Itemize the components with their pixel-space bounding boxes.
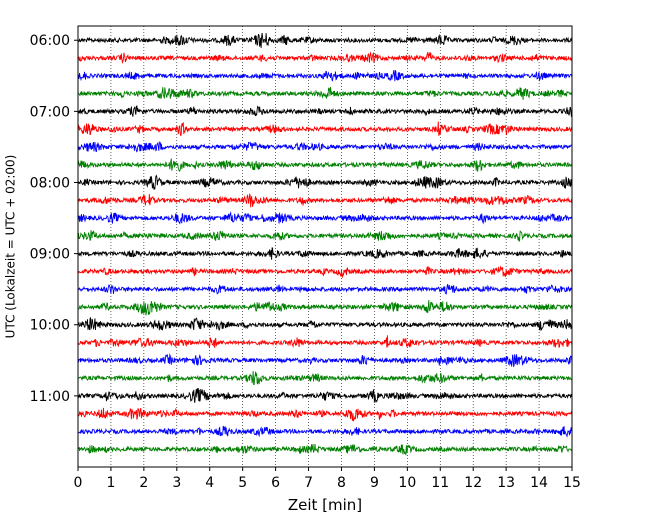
x-tick-label: 8 xyxy=(337,475,346,491)
x-axis-ticks: 0 1 2 3 4 5 6 7 8 9 10 11 12 13 14 15 xyxy=(74,467,581,491)
y-tick-label: 08:00 xyxy=(30,175,70,191)
x-tick-label: 10 xyxy=(398,475,416,491)
trace-0915 xyxy=(77,265,573,279)
y-axis-ticks: 06:00 07:00 08:00 09:00 10:00 11:00 xyxy=(30,33,78,405)
trace-0730 xyxy=(77,141,573,153)
trace-0900 xyxy=(77,247,573,260)
x-tick-label: 15 xyxy=(563,475,581,491)
y-tick-label: 06:00 xyxy=(30,33,70,49)
trace-0715 xyxy=(77,121,573,137)
x-tick-label: 3 xyxy=(172,475,181,491)
plot-frame xyxy=(77,25,573,468)
x-tick-label: 4 xyxy=(205,475,214,491)
y-tick-label: 07:00 xyxy=(30,104,70,120)
trace-1045 xyxy=(77,370,573,385)
trace-0930 xyxy=(77,284,573,295)
trace-0945 xyxy=(77,299,573,316)
trace-0700 xyxy=(77,105,573,117)
trace-0645 xyxy=(77,86,573,100)
y-tick-label: 09:00 xyxy=(30,247,70,263)
x-axis-label: Zeit [min] xyxy=(288,496,362,514)
x-tick-label: 1 xyxy=(106,475,115,491)
trace-1130 xyxy=(77,425,573,438)
trace-0815 xyxy=(77,193,573,208)
trace-0745 xyxy=(77,158,573,173)
trace-1145 xyxy=(77,443,573,456)
y-axis-label: UTC (Lokalzeit = UTC + 02:00) xyxy=(4,155,18,339)
trace-1115 xyxy=(77,407,573,422)
trace-0600 xyxy=(77,33,573,49)
x-tick-label: 5 xyxy=(238,475,247,491)
trace-0630 xyxy=(77,70,573,82)
trace-1030 xyxy=(77,353,573,368)
trace-0800 xyxy=(77,174,573,190)
y-tick-label: 11:00 xyxy=(30,389,70,405)
x-tick-label: 6 xyxy=(271,475,280,491)
trace-1015 xyxy=(77,335,573,348)
trace-1100 xyxy=(77,388,573,403)
x-tick-label: 13 xyxy=(497,475,515,491)
trace-0830 xyxy=(77,211,573,225)
x-tick-label: 2 xyxy=(139,475,148,491)
x-tick-label: 7 xyxy=(304,475,313,491)
y-tick-label: 10:00 xyxy=(30,318,70,334)
x-tick-label: 9 xyxy=(370,475,379,491)
x-tick-label: 0 xyxy=(74,475,83,491)
trace-0615 xyxy=(77,51,573,64)
trace-0845 xyxy=(77,229,573,243)
seismic-traces xyxy=(77,33,573,456)
x-tick-label: 14 xyxy=(530,475,548,491)
x-tick-label: 12 xyxy=(464,475,482,491)
trace-1000 xyxy=(77,317,573,332)
x-tick-label: 11 xyxy=(431,475,449,491)
